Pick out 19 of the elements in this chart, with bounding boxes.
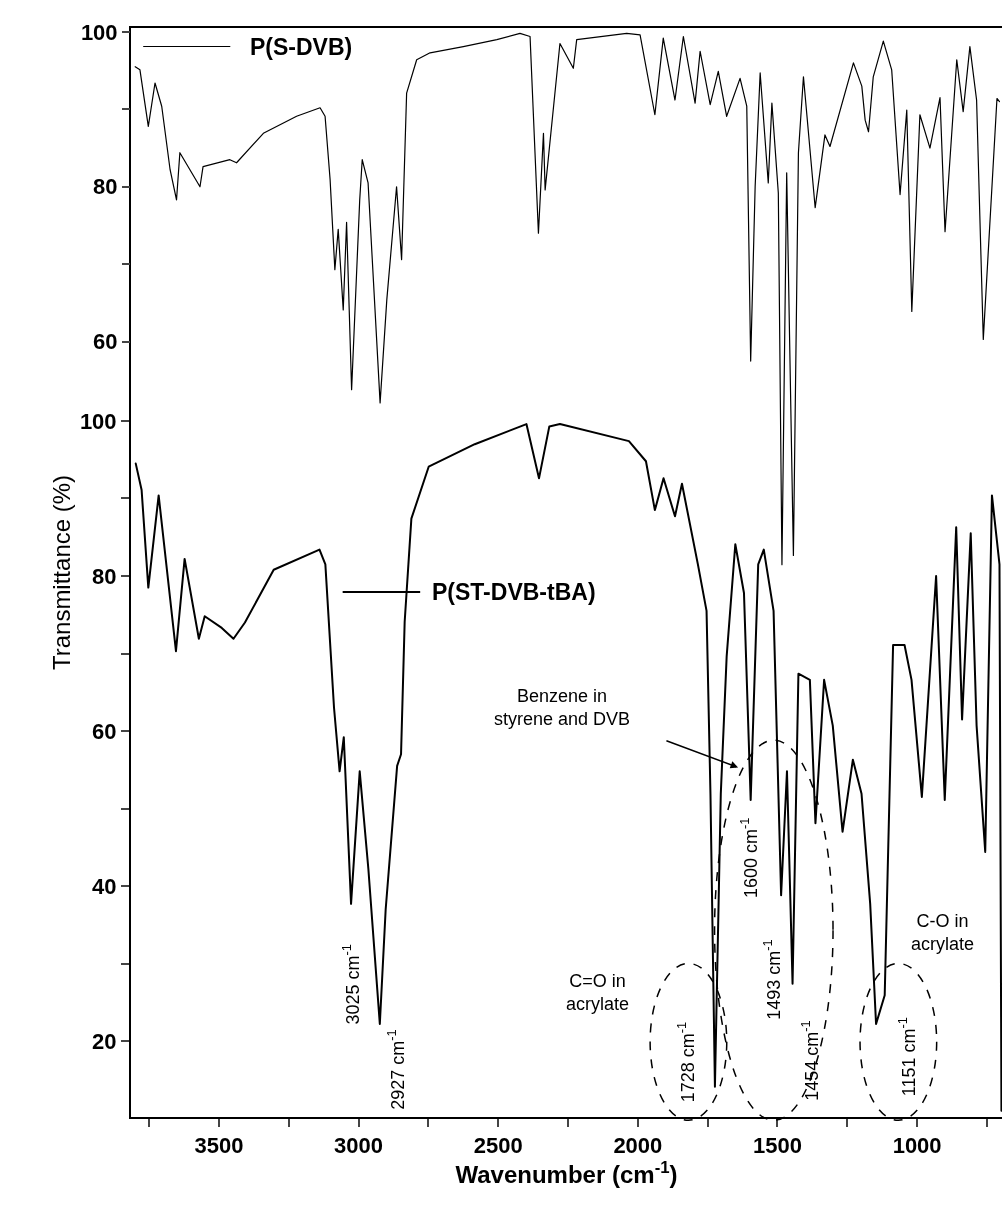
x-tick-label: 3000 (334, 1133, 384, 1159)
y-tick-label: 60 (92, 718, 117, 744)
y-tick-label: 20 (92, 1028, 117, 1054)
x-tick-label: 3500 (194, 1133, 244, 1159)
annotation: C=O in acrylate (566, 971, 630, 1015)
y-tick-label: 100 (79, 408, 117, 434)
x-tick-label: 1500 (753, 1133, 802, 1159)
legend-label: P(S-DVB) (250, 34, 353, 60)
line-series (134, 32, 1001, 566)
legend-label: P(ST-DVB-tBA) (432, 579, 596, 605)
x-tick-label: 1000 (892, 1133, 942, 1159)
x-tick-label: 2000 (613, 1133, 663, 1159)
annotation: Benzene in styrene and DVB (494, 686, 631, 730)
y-tick-label: 40 (92, 873, 117, 899)
x-axis-title: Wavenumber (cm$^{-1}$) (455, 1158, 678, 1189)
x-tick-label: 2500 (473, 1133, 523, 1159)
y-tick-label: 80 (92, 563, 117, 589)
y-axis-title: Transmittance (%) (48, 474, 76, 671)
annotation: C-O in acrylate (911, 911, 975, 955)
